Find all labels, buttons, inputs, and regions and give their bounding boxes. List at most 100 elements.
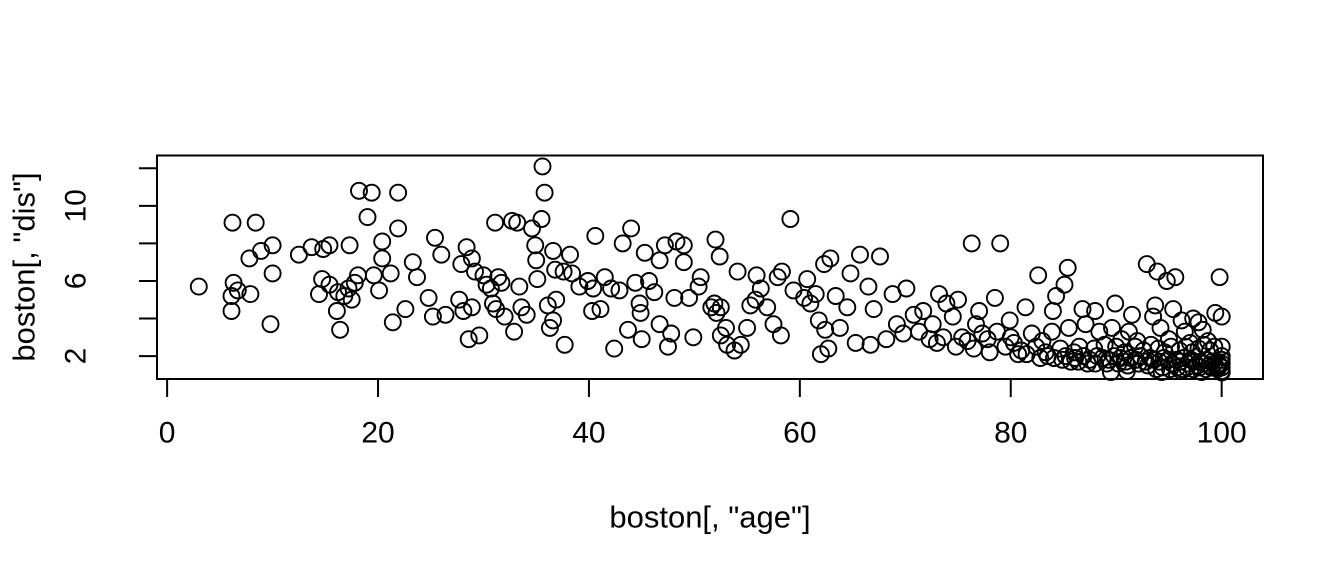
data-point <box>1073 300 1092 319</box>
data-point <box>340 236 359 255</box>
data-point <box>650 315 669 334</box>
data-point <box>505 322 524 341</box>
data-point <box>1157 272 1176 290</box>
data-point <box>927 333 946 352</box>
data-point <box>689 277 708 296</box>
data-point <box>707 303 726 322</box>
data-point <box>563 264 582 283</box>
data-point <box>436 305 455 324</box>
data-point <box>985 288 1004 307</box>
data-point <box>1210 268 1229 287</box>
data-point <box>389 183 408 202</box>
data-point <box>432 245 451 264</box>
data-point <box>1168 358 1187 377</box>
data-point <box>228 281 247 300</box>
data-point <box>877 330 896 349</box>
data-point <box>533 157 552 176</box>
data-point <box>462 249 481 268</box>
data-point <box>659 337 677 356</box>
data-point <box>474 266 493 285</box>
plot-box <box>156 154 1264 380</box>
x-tick-label: 80 <box>994 417 1027 450</box>
data-point <box>1103 318 1121 337</box>
data-point <box>706 230 725 249</box>
data-point <box>711 298 730 317</box>
data-point <box>454 302 473 320</box>
data-point <box>555 335 574 354</box>
data-point <box>528 270 547 289</box>
data-point <box>1069 352 1088 371</box>
data-point <box>1192 363 1211 382</box>
data-point <box>1189 313 1208 332</box>
data-point <box>684 328 703 347</box>
data-point <box>540 318 559 337</box>
data-point <box>1086 354 1105 373</box>
data-point <box>887 315 906 334</box>
data-point <box>1146 296 1165 315</box>
data-point <box>1148 262 1167 281</box>
data-point <box>883 285 902 304</box>
data-point <box>527 251 546 270</box>
data-point <box>1172 362 1191 381</box>
data-point <box>632 330 651 349</box>
data-point <box>764 315 783 334</box>
data-point <box>1047 287 1066 305</box>
data-point <box>535 183 554 202</box>
data-point <box>665 288 684 307</box>
x-tick-label: 0 <box>159 417 176 450</box>
data-point <box>830 318 849 337</box>
data-point <box>738 318 757 337</box>
data-point <box>1031 349 1050 367</box>
data-point <box>222 302 241 320</box>
data-point <box>246 213 265 232</box>
data-point <box>189 277 208 296</box>
data-point <box>953 328 972 347</box>
data-point <box>1017 345 1036 364</box>
data-point <box>943 307 962 326</box>
data-point <box>591 300 610 319</box>
data-point <box>1144 307 1163 326</box>
data-point <box>710 247 729 266</box>
data-point <box>702 298 721 317</box>
data-point <box>949 290 967 309</box>
data-point <box>795 288 814 307</box>
data-point <box>602 279 621 298</box>
data-point <box>261 315 280 334</box>
data-point <box>691 268 710 287</box>
data-point <box>758 298 777 317</box>
data-point <box>741 296 760 315</box>
data-point <box>486 213 505 232</box>
data-point <box>821 249 840 268</box>
data-point <box>342 290 361 309</box>
data-point <box>816 320 835 339</box>
data-point <box>631 303 650 322</box>
data-point <box>846 333 865 352</box>
data-point <box>841 264 860 283</box>
data-point <box>809 311 828 330</box>
data-point <box>1016 298 1035 317</box>
data-points <box>189 157 1231 382</box>
data-point <box>1159 330 1178 349</box>
data-point <box>364 266 383 285</box>
data-point <box>970 302 989 320</box>
data-point <box>1029 266 1048 285</box>
x-tick-label: 40 <box>572 417 605 450</box>
data-point <box>263 236 282 255</box>
data-point <box>640 272 658 290</box>
data-point <box>389 219 408 238</box>
data-point <box>747 266 766 285</box>
data-point <box>991 234 1010 253</box>
data-point <box>728 262 747 281</box>
data-point <box>914 302 933 320</box>
data-point <box>1172 311 1191 330</box>
data-point <box>470 326 489 345</box>
data-point <box>1212 363 1231 382</box>
data-point <box>477 275 496 294</box>
data-point <box>223 213 242 232</box>
data-point <box>815 255 834 274</box>
data-point <box>466 262 484 281</box>
data-point <box>826 287 845 305</box>
data-point <box>310 285 328 304</box>
